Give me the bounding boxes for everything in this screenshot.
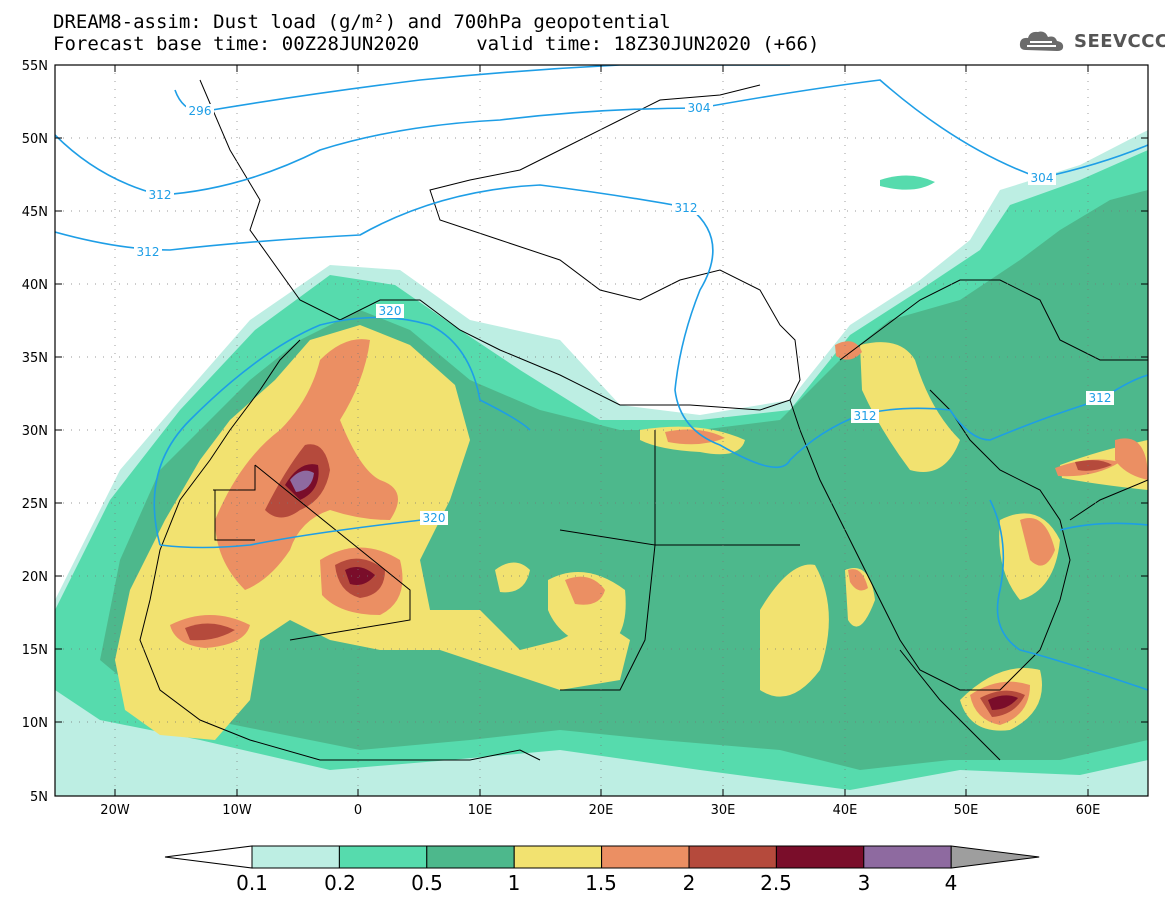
contour-label: 296 xyxy=(189,104,212,118)
contour-label: 312 xyxy=(854,409,877,423)
lat-ticks xyxy=(55,64,1148,797)
contour-label: 312 xyxy=(675,201,698,215)
contour-label: 312 xyxy=(137,245,160,259)
lon-labels: 20W 10W 0 10E 20E 30E 40E 50E 60E xyxy=(100,803,1100,818)
colorbar-label: 1.5 xyxy=(585,871,617,895)
contour-label: 304 xyxy=(1031,171,1054,185)
colorbar-arrow-left xyxy=(164,845,253,869)
colorbar-swatch xyxy=(863,845,952,869)
logo-text: SEEVCCC xyxy=(1074,30,1165,52)
map-title: DREAM8-assim: Dust load (g/m²) and 700hP… xyxy=(53,11,671,33)
colorbar-swatch xyxy=(426,845,515,869)
dust-field xyxy=(55,130,1148,796)
colorbar xyxy=(164,845,1040,869)
lat-label: 5N xyxy=(30,790,48,805)
colorbar-label: 0.1 xyxy=(236,871,268,895)
contour-label: 320 xyxy=(379,304,402,318)
lon-label: 50E xyxy=(954,803,979,818)
lon-label: 40E xyxy=(833,803,858,818)
colorbar-swatch xyxy=(775,845,865,869)
colorbar-label: 1 xyxy=(508,871,521,895)
colorbar-swatch xyxy=(251,845,340,869)
cloud-logo-icon xyxy=(1019,31,1064,51)
colorbar-swatch xyxy=(513,845,603,869)
lat-label: 45N xyxy=(22,205,48,220)
lon-label: 10W xyxy=(222,803,252,818)
contour-label: 312 xyxy=(1089,391,1112,405)
contour-label: 312 xyxy=(149,188,172,202)
lat-label: 25N xyxy=(22,497,48,512)
lon-label: 20W xyxy=(100,803,130,818)
lon-label: 60E xyxy=(1076,803,1101,818)
lat-label: 10N xyxy=(22,716,48,731)
lat-label: 20N xyxy=(22,570,48,585)
lon-label: 20E xyxy=(589,803,614,818)
contour-label: 320 xyxy=(423,511,446,525)
lon-label: 0 xyxy=(354,803,362,818)
colorbar-label: 3 xyxy=(858,871,871,895)
contour-label-group: 296 304 312 304 312 312 320 320 312 312 xyxy=(134,101,1114,525)
colorbar-label: 2.5 xyxy=(760,871,792,895)
lat-label: 55N xyxy=(22,59,48,74)
colorbar-swatch xyxy=(338,845,428,869)
colorbar-swatch xyxy=(601,845,690,869)
lat-label: 40N xyxy=(22,278,48,293)
coastlines xyxy=(139,79,1148,761)
colorbar-label: 0.5 xyxy=(411,871,443,895)
colorbar-label: 2 xyxy=(683,871,696,895)
contour-label: 304 xyxy=(688,101,711,115)
colorbar-label: 0.2 xyxy=(324,871,356,895)
colorbar-label: 4 xyxy=(945,871,958,895)
lat-label: 50N xyxy=(22,132,48,147)
colorbar-swatch xyxy=(688,845,777,869)
lon-label: 30E xyxy=(711,803,736,818)
colorbar-labels: 0.1 0.2 0.5 1 1.5 2 2.5 3 4 xyxy=(236,871,957,895)
colorbar-arrow-right xyxy=(950,845,1040,869)
lat-label: 35N xyxy=(22,351,48,366)
seevccc-logo: SEEVCCC xyxy=(1018,28,1165,54)
lat-label: 15N xyxy=(22,643,48,658)
lat-labels: 55N 50N 45N 40N 35N 30N 25N 20N 15N 10N … xyxy=(22,59,48,805)
forecast-time-line: Forecast base time: 00Z28JUN2020 valid t… xyxy=(53,33,820,55)
lat-label: 30N xyxy=(22,424,48,439)
lon-label: 10E xyxy=(468,803,493,818)
